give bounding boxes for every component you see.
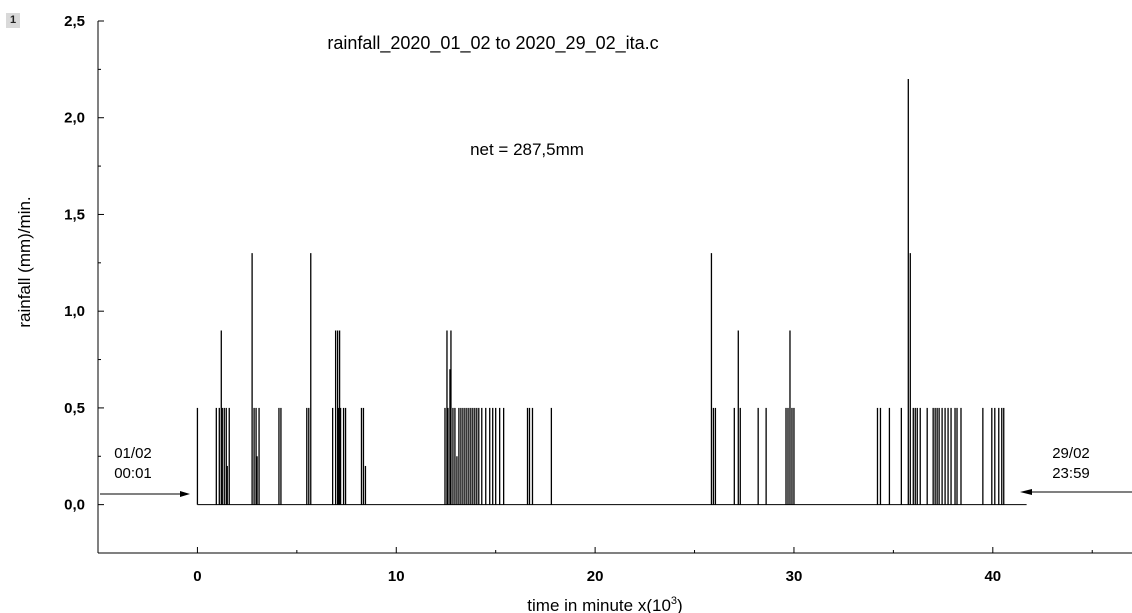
x-tick-label: 0 [193,568,201,585]
x-axis-title: time in minute x(103) [527,595,682,613]
panel-label: 1 [6,13,20,28]
x-axis-title-suffix: ) [677,596,683,613]
chart-labels: rainfall_2020_01_02 to 2020_29_02_ita.c … [15,33,1090,613]
y-tick-label: 1,0 [64,303,85,320]
x-axis-title-exponent: 3 [671,595,677,607]
x-tick-label: 40 [984,568,1001,585]
start-arrow-head [180,491,190,497]
end-date-label: 29/02 [1052,445,1090,462]
end-time-label: 23:59 [1052,465,1090,482]
rainfall-bars [196,79,1027,506]
y-tick-label: 2,0 [64,110,85,127]
start-date-label: 01/02 [114,445,152,462]
x-tick-label: 30 [786,568,803,585]
y-axis-title: rainfall (mm)/min. [15,196,34,327]
period-markers [100,489,1132,497]
chart-title: rainfall_2020_01_02 to 2020_29_02_ita.c [327,33,658,54]
start-time-label: 00:01 [114,465,152,482]
y-tick-label: 0,0 [64,497,85,514]
x-axis-title-main: time in minute x(10 [527,596,671,613]
y-tick-label: 0,5 [64,400,85,417]
y-tick-label: 2,5 [64,13,85,30]
x-tick-label: 10 [388,568,405,585]
axes: 0,0 0,5 1,0 1,5 2,0 2,5 0 10 20 30 40 [64,13,1132,585]
y-tick-label: 1,5 [64,206,85,223]
end-arrow-head [1020,489,1032,495]
net-total-annotation: net = 287,5mm [470,140,584,159]
x-tick-label: 20 [587,568,604,585]
